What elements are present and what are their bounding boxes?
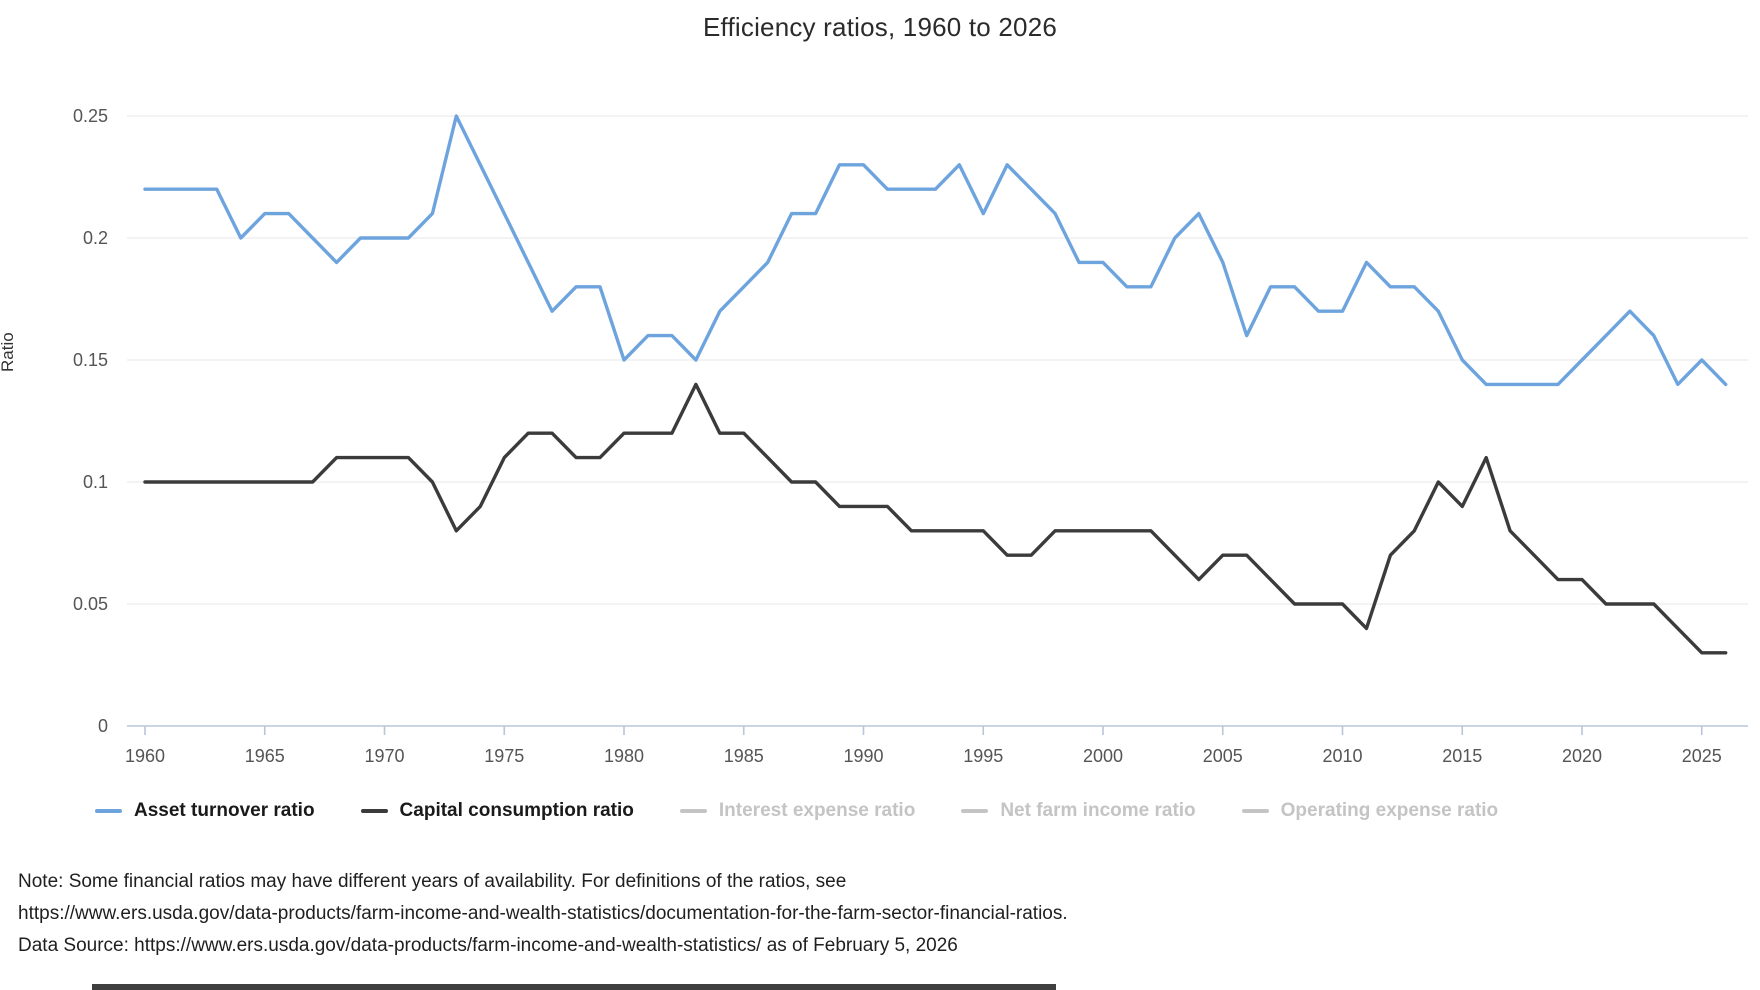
legend-item-asset-turnover-ratio[interactable]: Asset turnover ratio <box>95 800 315 822</box>
legend-label: Net farm income ratio <box>1000 800 1196 821</box>
bottom-partial-element <box>92 984 1056 990</box>
legend-item-capital-consumption-ratio[interactable]: Capital consumption ratio <box>360 800 634 822</box>
y-tick-label: 0.15 <box>73 350 108 370</box>
y-tick-label: 0.25 <box>73 106 108 126</box>
x-tick-label: 2015 <box>1442 746 1482 766</box>
x-tick-label: 1980 <box>604 746 644 766</box>
legend-item-operating-expense-ratio[interactable]: Operating expense ratio <box>1241 800 1499 822</box>
legend-item-interest-expense-ratio[interactable]: Interest expense ratio <box>679 800 916 822</box>
x-tick-label: 2000 <box>1083 746 1123 766</box>
x-tick-label: 2010 <box>1322 746 1362 766</box>
x-tick-label: 1990 <box>843 746 883 766</box>
legend-label: Capital consumption ratio <box>399 800 634 821</box>
x-tick-label: 1965 <box>245 746 285 766</box>
legend-item-net-farm-income-ratio[interactable]: Net farm income ratio <box>961 800 1196 822</box>
legend-label: Asset turnover ratio <box>134 800 315 821</box>
chart-legend: Asset turnover ratio Capital consumption … <box>95 800 1498 822</box>
y-tick-label: 0.2 <box>83 228 108 248</box>
series-line-capital-consumption-ratio <box>143 382 1728 655</box>
legend-swatch <box>961 809 989 813</box>
series-line-asset-turnover-ratio <box>143 114 1728 387</box>
line-chart-plot: 0 0.05 0.1 0.15 0.2 0.25 1960 1965 1970 1975 1980 1… <box>73 106 1748 766</box>
note-line: Data Source: https://www.ers.usda.gov/da… <box>18 935 958 956</box>
note-line: https://www.ers.usda.gov/data-products/f… <box>18 903 1068 924</box>
legend-swatch <box>679 809 707 813</box>
x-tick-label: 1975 <box>484 746 524 766</box>
legend-swatch <box>1241 809 1269 813</box>
y-tick-label: 0.05 <box>73 594 108 614</box>
x-tick-label: 2005 <box>1203 746 1243 766</box>
chart-notes: Note: Some financial ratios may have dif… <box>18 866 1068 962</box>
y-tick-label: 0.1 <box>83 472 108 492</box>
x-tick-label: 2020 <box>1562 746 1602 766</box>
legend-label: Operating expense ratio <box>1280 800 1499 821</box>
y-axis-label: Ratio <box>0 332 17 372</box>
note-line: Note: Some financial ratios may have dif… <box>18 871 847 892</box>
x-tick-label: 1995 <box>963 746 1003 766</box>
x-tick-label: 1960 <box>125 746 165 766</box>
legend-swatch <box>95 809 122 813</box>
legend-label: Interest expense ratio <box>718 800 916 821</box>
chart-title: Efficiency ratios, 1960 to 2026 <box>702 12 1058 42</box>
y-tick-label: 0 <box>98 716 108 736</box>
x-tick-label: 1970 <box>364 746 404 766</box>
x-tick-label: 1985 <box>724 746 764 766</box>
legend-swatch <box>360 809 388 813</box>
x-tick-label: 2025 <box>1682 746 1722 766</box>
